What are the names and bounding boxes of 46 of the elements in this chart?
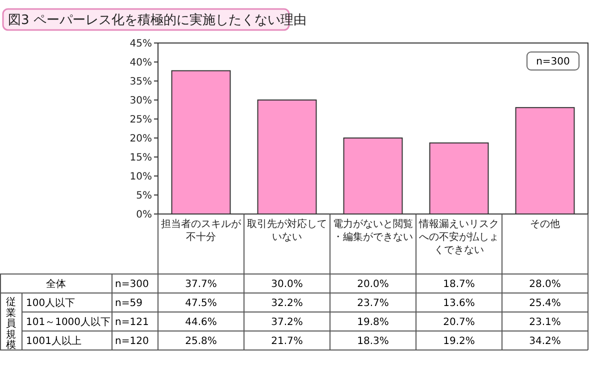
text: 25.8% bbox=[185, 336, 217, 347]
y-tick-label: 40% bbox=[130, 58, 152, 68]
text: 18.3% bbox=[357, 336, 389, 347]
text: 13.6% bbox=[443, 298, 475, 309]
x-tick-label: 電力がないと閲覧・編集ができない bbox=[333, 218, 413, 243]
y-tick-label: 30% bbox=[130, 96, 152, 106]
text: 21.7% bbox=[271, 336, 303, 347]
annotation: n=300 bbox=[536, 56, 570, 68]
data-label: 28.0% bbox=[529, 279, 561, 290]
text: 37.2% bbox=[271, 317, 303, 328]
text: 100人以下 bbox=[26, 297, 76, 309]
data-label: 20.0% bbox=[357, 279, 389, 290]
text: 23.7% bbox=[357, 298, 389, 309]
y-tick-label: 45% bbox=[130, 38, 152, 50]
text: n=121 bbox=[115, 317, 149, 328]
text: 34.2% bbox=[529, 336, 561, 347]
y-tick-label: 5% bbox=[136, 190, 152, 202]
text: 47.5% bbox=[185, 298, 217, 309]
text: 23.1% bbox=[529, 317, 561, 328]
text: 20.7% bbox=[443, 317, 475, 328]
text: 全体 bbox=[46, 278, 66, 290]
text: 19.8% bbox=[357, 317, 389, 328]
y-tick-label: 20% bbox=[130, 134, 152, 144]
text: 101～1000人以下 bbox=[26, 316, 111, 328]
text: n=120 bbox=[115, 336, 149, 347]
text: 25.4% bbox=[529, 298, 561, 309]
data-label: 30.0% bbox=[271, 279, 303, 290]
y-tick-label: 10% bbox=[130, 172, 152, 182]
text: n=59 bbox=[115, 298, 142, 309]
text: 32.2% bbox=[271, 298, 303, 309]
x-tick-label: 情報漏えいリスクへの不安が払しょくできない bbox=[418, 218, 499, 256]
data-label: 37.7% bbox=[185, 279, 217, 290]
y-tick-label: 35% bbox=[130, 76, 152, 88]
y-tick-label: 0% bbox=[136, 210, 152, 220]
y-tick-label: 15% bbox=[130, 152, 152, 164]
data-label: 18.7% bbox=[443, 279, 475, 290]
y-tick-label: 25% bbox=[130, 114, 152, 126]
text: 19.2% bbox=[443, 336, 475, 347]
text: 従業員規模 bbox=[6, 296, 16, 352]
x-tick-label: その他 bbox=[530, 218, 560, 230]
x-tick-label: 担当者のスキルが不十分 bbox=[161, 218, 242, 243]
text: 44.6% bbox=[185, 317, 217, 328]
chart-title: 図3 ペーパーレス化を積極的に実施したくない理由 bbox=[8, 12, 306, 28]
text: 1001人以上 bbox=[26, 335, 82, 347]
x-tick-label: 取引先が対応していない bbox=[247, 218, 327, 243]
text: n=300 bbox=[115, 279, 149, 290]
